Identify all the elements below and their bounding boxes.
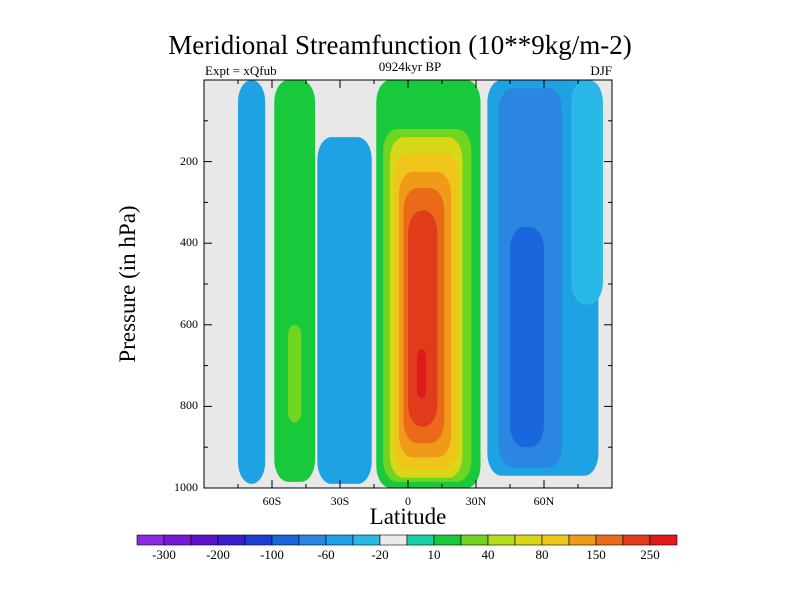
y-tick-label: 200 (180, 153, 198, 168)
y-axis-label: Pressure (in hPa) (115, 205, 140, 363)
colorbar-swatch (487, 534, 516, 546)
contour-region (417, 349, 427, 399)
colorbar-label: -20 (371, 547, 389, 562)
contour-region (317, 137, 372, 484)
time-label: 0924kyr BP (378, 59, 442, 74)
colorbar-swatch (433, 534, 462, 546)
contour-region (287, 324, 302, 423)
y-tick-label: 400 (180, 235, 198, 250)
x-tick-label: 30S (330, 494, 350, 508)
colorbar-label: 10 (427, 547, 441, 562)
contour-region (408, 80, 415, 105)
colorbar-swatch (190, 534, 219, 546)
colorbar-swatch (514, 534, 543, 546)
colorbar-label: 150 (586, 547, 606, 562)
colorbar-swatch (568, 534, 597, 546)
colorbar-label: -100 (260, 547, 284, 562)
colorbar-label: 80 (535, 547, 549, 562)
x-tick-label: 0 (405, 494, 411, 508)
y-tick-label: 800 (180, 398, 198, 413)
colorbar-label: -300 (152, 547, 176, 562)
colorbar-label: -200 (206, 547, 230, 562)
colorbar-swatch (649, 534, 678, 546)
colorbar-swatch (352, 534, 381, 546)
contour-region (238, 80, 266, 484)
colorbar-label: -60 (317, 547, 335, 562)
colorbar-label: 250 (640, 547, 660, 562)
x-axis-label: Latitude (369, 504, 447, 529)
contour-region (274, 80, 316, 482)
x-tick-label: 30N (465, 494, 487, 508)
axes (203, 79, 613, 489)
colorbar (136, 534, 678, 546)
contour-region (510, 226, 544, 448)
colorbar-swatch (163, 534, 192, 546)
y-tick-label: 600 (180, 316, 198, 331)
chart-title: Meridional Streamfunction (10**9kg/m-2) (168, 30, 632, 60)
colorbar-swatch (271, 534, 300, 546)
x-tick-label: 60N (533, 494, 555, 508)
colorbar-swatch (244, 534, 273, 546)
colorbar-label: 40 (481, 547, 495, 562)
colorbar-swatch (622, 534, 651, 546)
experiment-label: Expt = xQfub (205, 63, 277, 78)
colorbar-swatch (298, 534, 327, 546)
colorbar-swatch (217, 534, 246, 546)
colorbar-swatch (541, 534, 570, 546)
y-tick-label: 1000 (174, 480, 198, 494)
colorbar-swatch (325, 534, 354, 546)
contour-region (571, 80, 603, 305)
contour-region (408, 210, 438, 427)
season-label: DJF (590, 63, 612, 78)
colorbar-swatch (406, 534, 435, 546)
plot-area (204, 80, 612, 488)
colorbar-swatch (379, 534, 408, 546)
colorbar-swatch (136, 534, 165, 546)
colorbar-swatch (595, 534, 624, 546)
x-tick-label: 60S (262, 494, 282, 508)
colorbar-swatch (460, 534, 489, 546)
